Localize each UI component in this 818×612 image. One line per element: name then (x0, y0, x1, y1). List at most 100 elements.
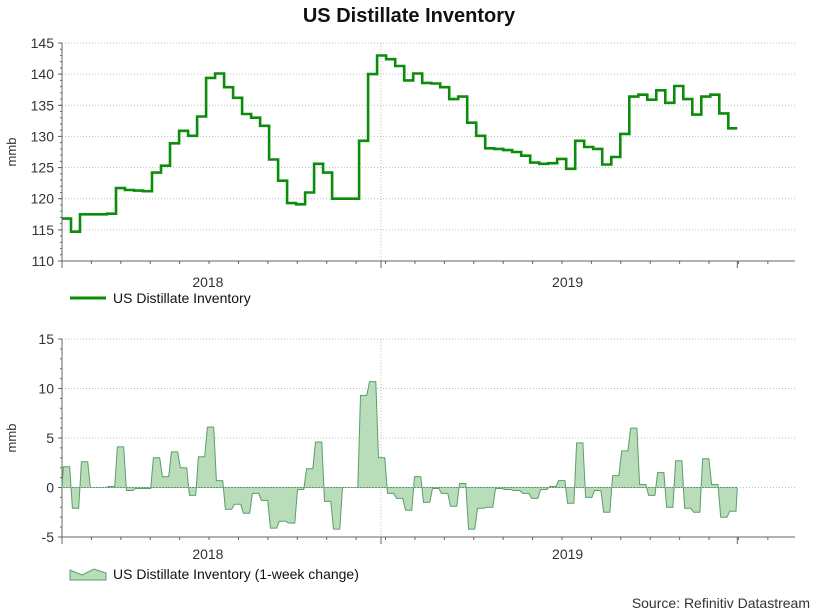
data-point (65, 217, 67, 219)
data-point (371, 73, 373, 75)
y-tick-label: 5 (46, 430, 54, 446)
data-point (245, 512, 247, 514)
data-point (317, 163, 319, 165)
data-point (128, 489, 130, 491)
data-point (74, 507, 76, 509)
data-point (453, 98, 455, 100)
data-point (498, 148, 500, 150)
data-point (137, 487, 139, 489)
data-point (723, 112, 725, 114)
data-point (687, 98, 689, 100)
weekly-change-area-panel: -5 0 5 10 15 2018 2019 mmb US Distillate Invento… (4, 331, 795, 582)
data-point (669, 506, 671, 508)
data-point (597, 489, 599, 491)
y-tick-label: 15 (38, 331, 54, 347)
data-point (471, 122, 473, 124)
data-point (561, 158, 563, 160)
y-tick-label: 110 (32, 253, 55, 269)
legend-label: US Distillate Inventory (113, 290, 251, 306)
data-point (642, 483, 644, 485)
data-point (444, 492, 446, 494)
data-point (615, 156, 617, 158)
data-point (164, 475, 166, 477)
data-point (723, 516, 725, 518)
data-point (272, 158, 274, 160)
data-point (390, 58, 392, 60)
data-point (705, 95, 707, 97)
data-point (453, 505, 455, 507)
y-tick-label: 0 (46, 480, 54, 496)
data-point (191, 135, 193, 137)
data-point (570, 502, 572, 504)
data-point (732, 510, 734, 512)
data-point (110, 213, 112, 215)
data-point (281, 520, 283, 522)
data-point (218, 72, 220, 74)
data-point (380, 54, 382, 56)
data-point (390, 492, 392, 494)
data-point (272, 527, 274, 529)
y-tick-label: 135 (31, 97, 55, 113)
x-tick-label: 2019 (552, 274, 583, 290)
legend-swatch-area (69, 568, 107, 581)
y-tick-label: 145 (31, 35, 55, 51)
data-point (588, 146, 590, 148)
y-tick-label: -5 (42, 529, 55, 545)
y-tick-label: 140 (31, 66, 55, 82)
data-point (435, 82, 437, 84)
data-point (444, 86, 446, 88)
data-point (353, 486, 355, 488)
inventory-line-panel: 110 115 120 125 130 135 140 145 2018 2019 mmb US Di… (4, 35, 795, 306)
data-point (543, 488, 545, 490)
data-point (732, 127, 734, 129)
data-point (678, 460, 680, 462)
data-point (696, 511, 698, 513)
data-point (290, 522, 292, 524)
data-point (101, 213, 103, 215)
data-point (417, 475, 419, 477)
data-point (335, 528, 337, 530)
data-point (471, 528, 473, 530)
data-point (254, 492, 256, 494)
data-point (101, 486, 103, 488)
data-point (227, 508, 229, 510)
data-point (489, 506, 491, 508)
data-point (344, 486, 346, 488)
data-point (525, 155, 527, 157)
data-point (173, 451, 175, 453)
data-point (408, 509, 410, 511)
data-point (191, 494, 193, 496)
data-point (705, 458, 707, 460)
data-point (83, 461, 85, 463)
data-point (714, 483, 716, 485)
data-point (651, 494, 653, 496)
data-point (561, 479, 563, 481)
data-point (173, 142, 175, 144)
data-point (83, 213, 85, 215)
y-tick-label: 130 (31, 128, 55, 144)
data-point (696, 113, 698, 115)
legend-label: US Distillate Inventory (1-week change) (113, 566, 359, 582)
data-point (362, 140, 364, 142)
data-point (344, 198, 346, 200)
data-point (245, 113, 247, 115)
data-point (137, 189, 139, 191)
data-point (615, 474, 617, 476)
data-point (371, 380, 373, 382)
data-point (362, 394, 364, 396)
data-point (209, 77, 211, 79)
data-point (534, 497, 536, 499)
data-point (570, 168, 572, 170)
data-point (624, 133, 626, 135)
data-point (65, 466, 67, 468)
data-point (417, 72, 419, 74)
data-point (200, 115, 202, 117)
data-point (155, 171, 157, 173)
data-point (714, 94, 716, 96)
data-point (263, 499, 265, 501)
data-point (200, 456, 202, 458)
data-point (227, 86, 229, 88)
y-tick-label: 10 (38, 381, 54, 397)
data-point (660, 89, 662, 91)
data-point (281, 180, 283, 182)
